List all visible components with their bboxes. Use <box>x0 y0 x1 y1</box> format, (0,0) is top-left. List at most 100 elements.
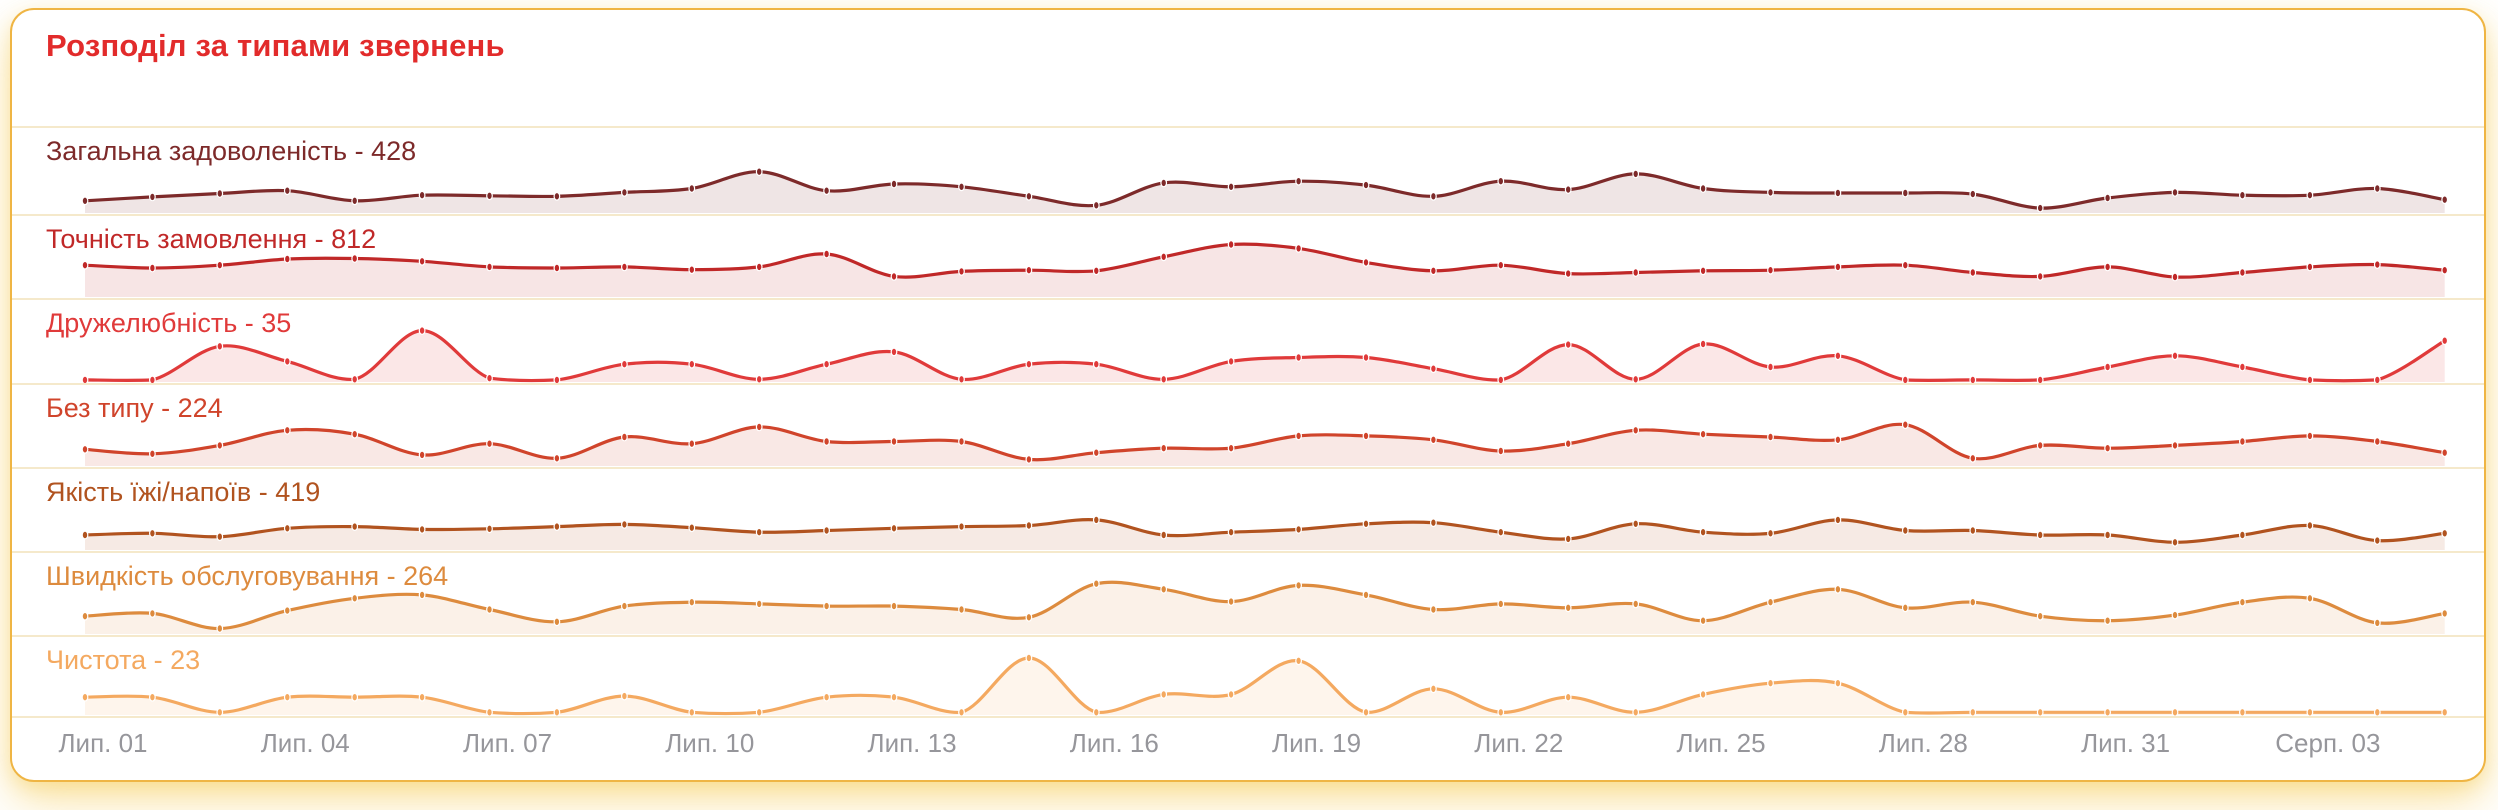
data-point[interactable] <box>216 260 224 270</box>
data-point[interactable] <box>2171 707 2179 717</box>
data-point[interactable] <box>1632 707 1640 717</box>
data-point[interactable] <box>1025 612 1033 622</box>
data-point[interactable] <box>1834 678 1842 688</box>
data-point[interactable] <box>823 186 830 196</box>
data-point[interactable] <box>418 190 426 200</box>
data-point[interactable] <box>1767 528 1774 538</box>
data-point[interactable] <box>1429 191 1437 201</box>
data-point[interactable] <box>418 256 426 266</box>
data-point[interactable] <box>1025 521 1033 530</box>
data-point[interactable] <box>1969 268 1977 277</box>
sparkline-chart[interactable] <box>12 403 2480 467</box>
data-point[interactable] <box>418 692 426 702</box>
data-point[interactable] <box>1092 707 1100 717</box>
data-point[interactable] <box>1699 266 1707 276</box>
data-point[interactable] <box>81 611 89 621</box>
data-point[interactable] <box>553 453 561 463</box>
data-point[interactable] <box>2104 443 2112 453</box>
data-point[interactable] <box>1564 439 1572 449</box>
data-point[interactable] <box>2306 431 2314 441</box>
data-point[interactable] <box>2036 272 2044 281</box>
sparkline-chart[interactable] <box>12 652 2480 717</box>
data-point[interactable] <box>2238 362 2246 372</box>
data-point[interactable] <box>216 707 224 717</box>
data-point[interactable] <box>2373 536 2381 545</box>
data-point[interactable] <box>148 449 156 459</box>
data-point[interactable] <box>351 692 359 702</box>
data-point[interactable] <box>2238 530 2246 540</box>
data-point[interactable] <box>1362 431 1370 441</box>
data-point[interactable] <box>1767 432 1774 442</box>
data-point[interactable] <box>958 267 965 276</box>
data-point[interactable] <box>688 597 696 607</box>
data-point[interactable] <box>81 444 89 454</box>
data-point[interactable] <box>553 522 561 531</box>
data-point[interactable] <box>621 691 628 701</box>
data-point[interactable] <box>2171 188 2179 197</box>
data-point[interactable] <box>823 526 830 535</box>
data-point[interactable] <box>1699 527 1707 537</box>
data-point[interactable] <box>1497 446 1505 456</box>
data-point[interactable] <box>216 189 224 198</box>
data-point[interactable] <box>1632 425 1640 435</box>
data-point[interactable] <box>2441 195 2449 205</box>
data-point[interactable] <box>81 260 89 270</box>
data-point[interactable] <box>1295 353 1302 362</box>
data-point[interactable] <box>823 692 830 702</box>
data-point[interactable] <box>755 707 763 717</box>
data-point[interactable] <box>283 254 291 264</box>
data-point[interactable] <box>2373 260 2381 270</box>
data-point[interactable] <box>1901 420 1909 430</box>
data-point[interactable] <box>688 265 696 275</box>
data-point[interactable] <box>148 528 156 538</box>
data-point[interactable] <box>2238 190 2246 200</box>
data-point[interactable] <box>1227 597 1235 607</box>
sparkline-chart[interactable] <box>12 487 2480 551</box>
data-point[interactable] <box>1295 431 1302 441</box>
data-point[interactable] <box>1632 599 1640 609</box>
data-point[interactable] <box>1699 616 1707 626</box>
data-point[interactable] <box>1901 526 1909 535</box>
data-point[interactable] <box>621 188 628 197</box>
data-point[interactable] <box>2238 597 2246 607</box>
data-point[interactable] <box>755 527 763 537</box>
data-point[interactable] <box>553 263 561 273</box>
data-point[interactable] <box>958 437 965 446</box>
data-point[interactable] <box>755 422 763 432</box>
data-point[interactable] <box>486 373 493 383</box>
data-point[interactable] <box>621 359 628 369</box>
data-point[interactable] <box>1362 519 1370 529</box>
data-point[interactable] <box>351 593 359 603</box>
data-point[interactable] <box>486 191 493 201</box>
data-point[interactable] <box>1025 191 1033 201</box>
data-point[interactable] <box>283 606 291 615</box>
data-point[interactable] <box>1497 260 1505 270</box>
data-point[interactable] <box>755 262 763 272</box>
data-point[interactable] <box>148 263 156 273</box>
data-point[interactable] <box>688 359 696 369</box>
data-point[interactable] <box>1564 692 1572 702</box>
data-point[interactable] <box>1362 707 1370 717</box>
data-point[interactable] <box>2104 262 2112 272</box>
data-point[interactable] <box>1227 182 1235 192</box>
data-point[interactable] <box>1699 429 1707 439</box>
data-point[interactable] <box>148 609 156 618</box>
data-point[interactable] <box>1497 599 1505 609</box>
data-point[interactable] <box>1429 605 1437 614</box>
data-point[interactable] <box>418 525 426 534</box>
data-point[interactable] <box>2238 707 2246 717</box>
data-point[interactable] <box>1699 184 1707 193</box>
data-point[interactable] <box>351 254 359 263</box>
data-point[interactable] <box>2441 336 2449 346</box>
data-point[interactable] <box>1362 590 1370 600</box>
data-point[interactable] <box>890 601 898 611</box>
data-point[interactable] <box>890 272 898 281</box>
data-point[interactable] <box>351 374 359 384</box>
data-point[interactable] <box>1092 579 1100 589</box>
data-point[interactable] <box>1429 266 1437 276</box>
data-point[interactable] <box>2171 351 2179 361</box>
data-point[interactable] <box>958 374 965 384</box>
data-point[interactable] <box>621 601 628 611</box>
data-point[interactable] <box>1362 180 1370 190</box>
data-point[interactable] <box>1834 584 1842 594</box>
